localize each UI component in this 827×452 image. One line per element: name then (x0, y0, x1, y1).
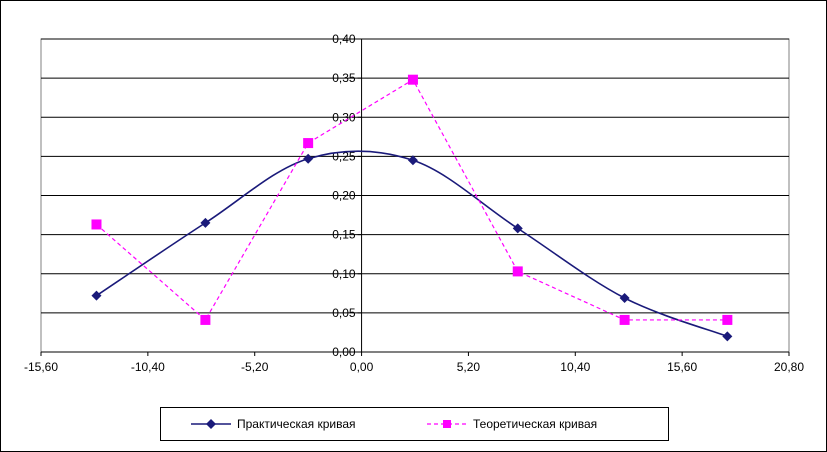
data-point-diamond (91, 290, 102, 301)
y-tick-label: 0,15 (332, 228, 356, 242)
data-point-diamond (303, 153, 314, 164)
x-tick-label: 15,60 (667, 360, 697, 374)
legend: Практическая кривая Теоретическая кривая (160, 407, 669, 441)
y-tick-label: 0,35 (332, 71, 356, 85)
y-tick-label: 0,20 (332, 189, 356, 203)
data-point-diamond (722, 331, 733, 342)
x-tick-label: -5,20 (241, 360, 269, 374)
legend-label-practical: Практическая кривая (237, 417, 356, 431)
data-point-diamond (512, 223, 523, 234)
legend-swatch-theoretical (427, 420, 467, 428)
y-tick-label: 0,40 (332, 32, 356, 46)
data-point-square (200, 314, 211, 325)
data-point-square (619, 314, 630, 325)
data-point-square (303, 138, 314, 149)
data-point-diamond (200, 217, 211, 228)
data-point-diamond (407, 155, 418, 166)
x-tick-label: 20,80 (774, 360, 804, 374)
x-tick-label: -15,60 (24, 360, 58, 374)
y-tick-label: 0,05 (332, 306, 356, 320)
x-tick-label: 5,20 (457, 360, 481, 374)
data-point-square (512, 266, 523, 277)
legend-label-theoretical: Теоретическая кривая (473, 417, 598, 431)
data-point-diamond (619, 293, 630, 304)
data-point-square (91, 219, 102, 230)
legend-item-theoretical: Теоретическая кривая (425, 408, 597, 440)
x-tick-label: 0,00 (350, 360, 374, 374)
plot: 0,000,050,100,150,200,250,300,350,40-15,… (24, 32, 804, 374)
legend-swatch-practical (191, 419, 231, 429)
y-tick-label: 0,30 (332, 110, 356, 124)
data-point-square (722, 314, 733, 325)
x-tick-label: 10,40 (560, 360, 590, 374)
y-tick-label: 0,10 (332, 267, 356, 281)
legend-item-practical: Практическая кривая (189, 408, 356, 440)
data-point-square (407, 74, 418, 85)
x-tick-label: -10,40 (131, 360, 165, 374)
